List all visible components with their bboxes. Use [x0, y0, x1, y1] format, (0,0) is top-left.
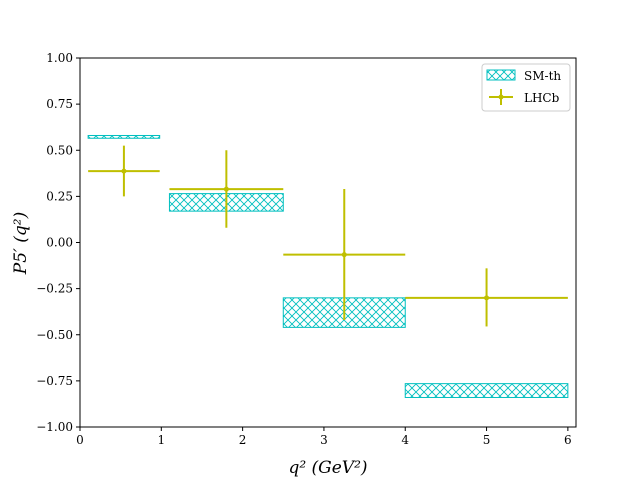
- x-tick-label-6: 6: [564, 433, 572, 447]
- x-tick-label-0: 0: [76, 433, 84, 447]
- y-tick-label-2: −0.50: [36, 328, 73, 342]
- lhcb-point-0: [121, 168, 127, 174]
- lhcb-point-3: [484, 295, 490, 301]
- x-tick-label-2: 2: [239, 433, 247, 447]
- y-tick-label-3: −0.25: [36, 282, 73, 296]
- sm-th-box-3: [404, 383, 569, 398]
- y-tick-label-5: 0.25: [46, 189, 73, 203]
- legend-label-lhcb: LHCb: [524, 91, 560, 105]
- y-tick-label-6: 0.50: [46, 143, 73, 157]
- legend-label-sm-th: SM-th: [524, 69, 561, 83]
- plot-frame: [79, 57, 577, 428]
- y-tick-label-7: 0.75: [46, 97, 73, 111]
- sm-th-box-0: [87, 134, 161, 139]
- x-axis-label: q² (GeV²): [288, 458, 367, 478]
- lhcb-point-2: [341, 252, 347, 258]
- legend-swatch-sm-th: [486, 69, 516, 81]
- lhcb-point-1: [223, 186, 229, 192]
- y-tick-label-8: 1.00: [46, 51, 73, 65]
- x-tick-label-5: 5: [483, 433, 491, 447]
- x-tick-label-4: 4: [401, 433, 409, 447]
- y-tick-label-1: −0.75: [36, 374, 73, 388]
- legend-swatch-lhcb-dot: [498, 94, 504, 100]
- y-axis-label: P5′ (q²): [11, 212, 31, 275]
- legend: SM-th LHCb: [481, 63, 571, 112]
- x-tick-label-1: 1: [157, 433, 165, 447]
- y-tick-label-4: 0.00: [46, 236, 73, 250]
- y-tick-label-0: −1.00: [36, 420, 73, 434]
- x-tick-label-3: 3: [320, 433, 328, 447]
